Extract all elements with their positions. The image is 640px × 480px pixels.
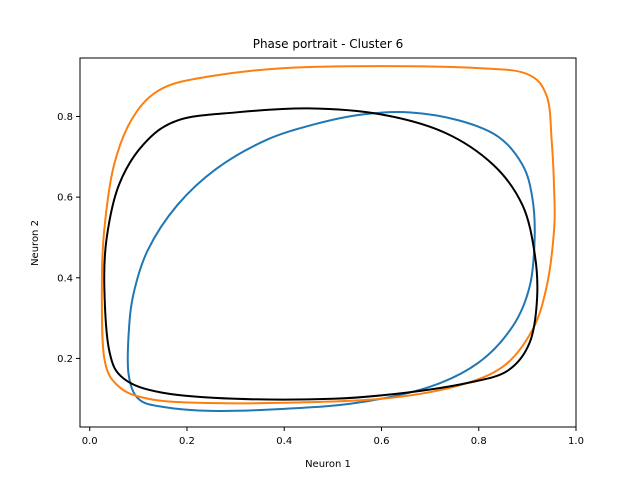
x-tick-label: 0.2 (179, 436, 195, 447)
x-axis-label: Neuron 1 (305, 459, 351, 470)
x-tick-label: 1.0 (568, 436, 584, 447)
x-tick-label: 0.4 (276, 436, 292, 447)
x-tick-label: 0.8 (471, 436, 487, 447)
x-tick-label: 0.6 (374, 436, 390, 447)
y-axis-label: Neuron 2 (30, 220, 41, 266)
y-tick-label: 0.6 (57, 193, 73, 204)
series-line-1 (126, 111, 536, 412)
x-axis-ticks: 0.0 0.2 0.4 0.6 0.8 1.0 (82, 427, 584, 447)
y-tick-label: 0.4 (57, 273, 73, 284)
plot-area (79, 57, 577, 428)
series-layer (100, 65, 556, 412)
series-line-2 (100, 65, 556, 405)
plot-frame (79, 57, 577, 428)
series-line-3 (103, 107, 539, 401)
chart-title: Phase portrait - Cluster 6 (253, 37, 404, 51)
y-tick-label: 0.2 (57, 354, 73, 365)
y-tick-label: 0.8 (57, 112, 73, 123)
y-axis-ticks: 0.2 0.4 0.6 0.8 (57, 112, 80, 365)
x-tick-label: 0.0 (82, 436, 98, 447)
